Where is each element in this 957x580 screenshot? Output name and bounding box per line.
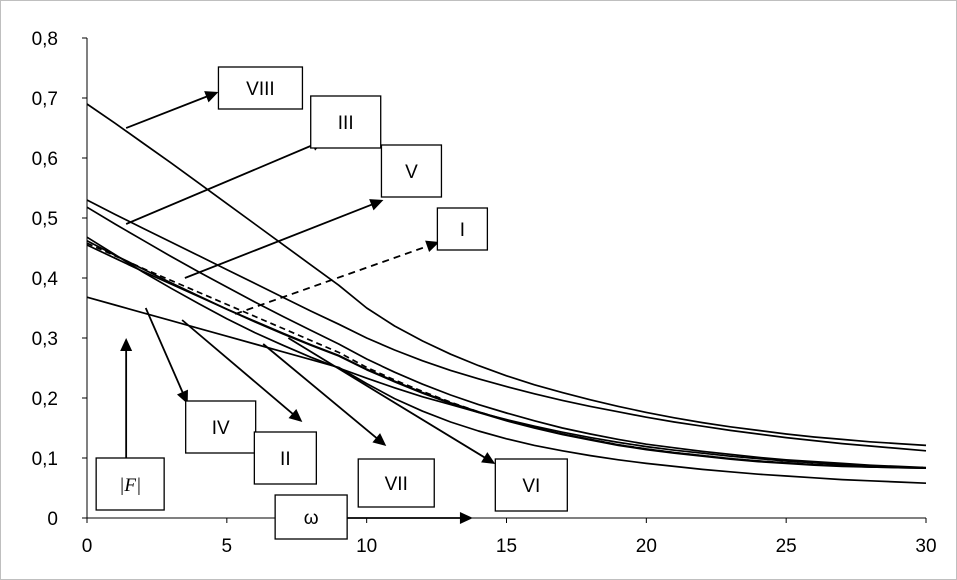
label-box-omega: ω [274,494,348,540]
label-box-iii: III [310,95,382,149]
x-tick-label: 20 [636,536,657,557]
series-label: II [280,449,291,470]
label-box-vii: VII [357,458,435,508]
y-tick-label: 0,8 [32,29,58,50]
label-box-v: V [380,144,443,198]
arrowhead [288,409,303,422]
x-tick-label: 15 [496,536,517,557]
label-box-frame [274,494,348,540]
arrow-iii [125,142,317,225]
label-box-frame [310,95,382,149]
series-label: V [405,162,418,183]
label-box-i: I [436,207,489,251]
arrow-viii [125,94,211,129]
series-label: III [338,113,354,134]
label-box-iv: IV [185,400,257,454]
label-box-frame [185,400,257,454]
label-box-viii: VIII [217,66,304,110]
axes: 0 0,1 0,2 0,3 0,4 0,5 0,6 0,7 0,8 0 5 10 15 20 25 30 [32,29,937,557]
series-line-viii [86,103,927,447]
series-line-iii [86,199,927,452]
arrow-vi [287,337,489,461]
arrow-v [184,202,376,279]
y-tick-label: 0,4 [32,269,59,290]
y-tick-label: 0,7 [32,89,58,110]
series-line-vii [86,236,927,470]
y-tick-label: 0 [47,509,58,530]
series-line-v [86,206,927,469]
y-tick-label: 0,1 [32,449,58,470]
y-tick-label: 0,2 [32,389,58,410]
y-tick-label: 0,3 [32,329,58,350]
arrow-vii [262,343,380,441]
series-label: VIII [246,79,275,100]
series-label: ω [304,508,319,529]
series-label: VII [385,474,408,495]
label-box-frame [253,431,317,485]
label-box-frame [217,66,304,110]
arrow-i [234,244,432,315]
x-tick-label: 10 [356,536,377,557]
arrowhead [481,452,496,464]
arrowhead [372,433,387,446]
x-tick-label: 25 [776,536,797,557]
x-tick-label: 5 [222,536,233,557]
arrowhead [425,240,440,252]
label-box-frame [380,144,443,198]
label-box-f: |F| [95,457,165,511]
arrow-iv [144,307,185,397]
arrowhead [120,338,133,351]
label-box-frame [494,458,568,512]
arrow-ii [181,319,297,417]
x-tick-label: 30 [915,536,936,557]
series-label: |F| [119,475,141,496]
arrowhead [459,512,473,524]
label-box-vi: VI [494,458,568,512]
series-label: VI [522,476,540,497]
label-box-frame [357,458,435,508]
label-box-ii: II [253,431,317,485]
x-tick-label: 0 [82,536,93,557]
y-tick-label: 0,5 [32,209,58,230]
arrowhead [204,91,219,103]
label-box-frame [436,207,489,251]
series-label: IV [212,418,230,439]
series-line-iv [86,296,927,485]
label-box-frame [95,457,165,511]
arrowhead [369,199,384,211]
series-layer [86,103,927,485]
series-label: I [460,220,465,241]
y-tick-label: 0,6 [32,149,58,170]
